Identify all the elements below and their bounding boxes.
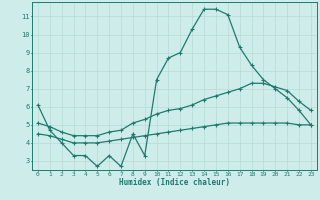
X-axis label: Humidex (Indice chaleur): Humidex (Indice chaleur): [119, 178, 230, 187]
